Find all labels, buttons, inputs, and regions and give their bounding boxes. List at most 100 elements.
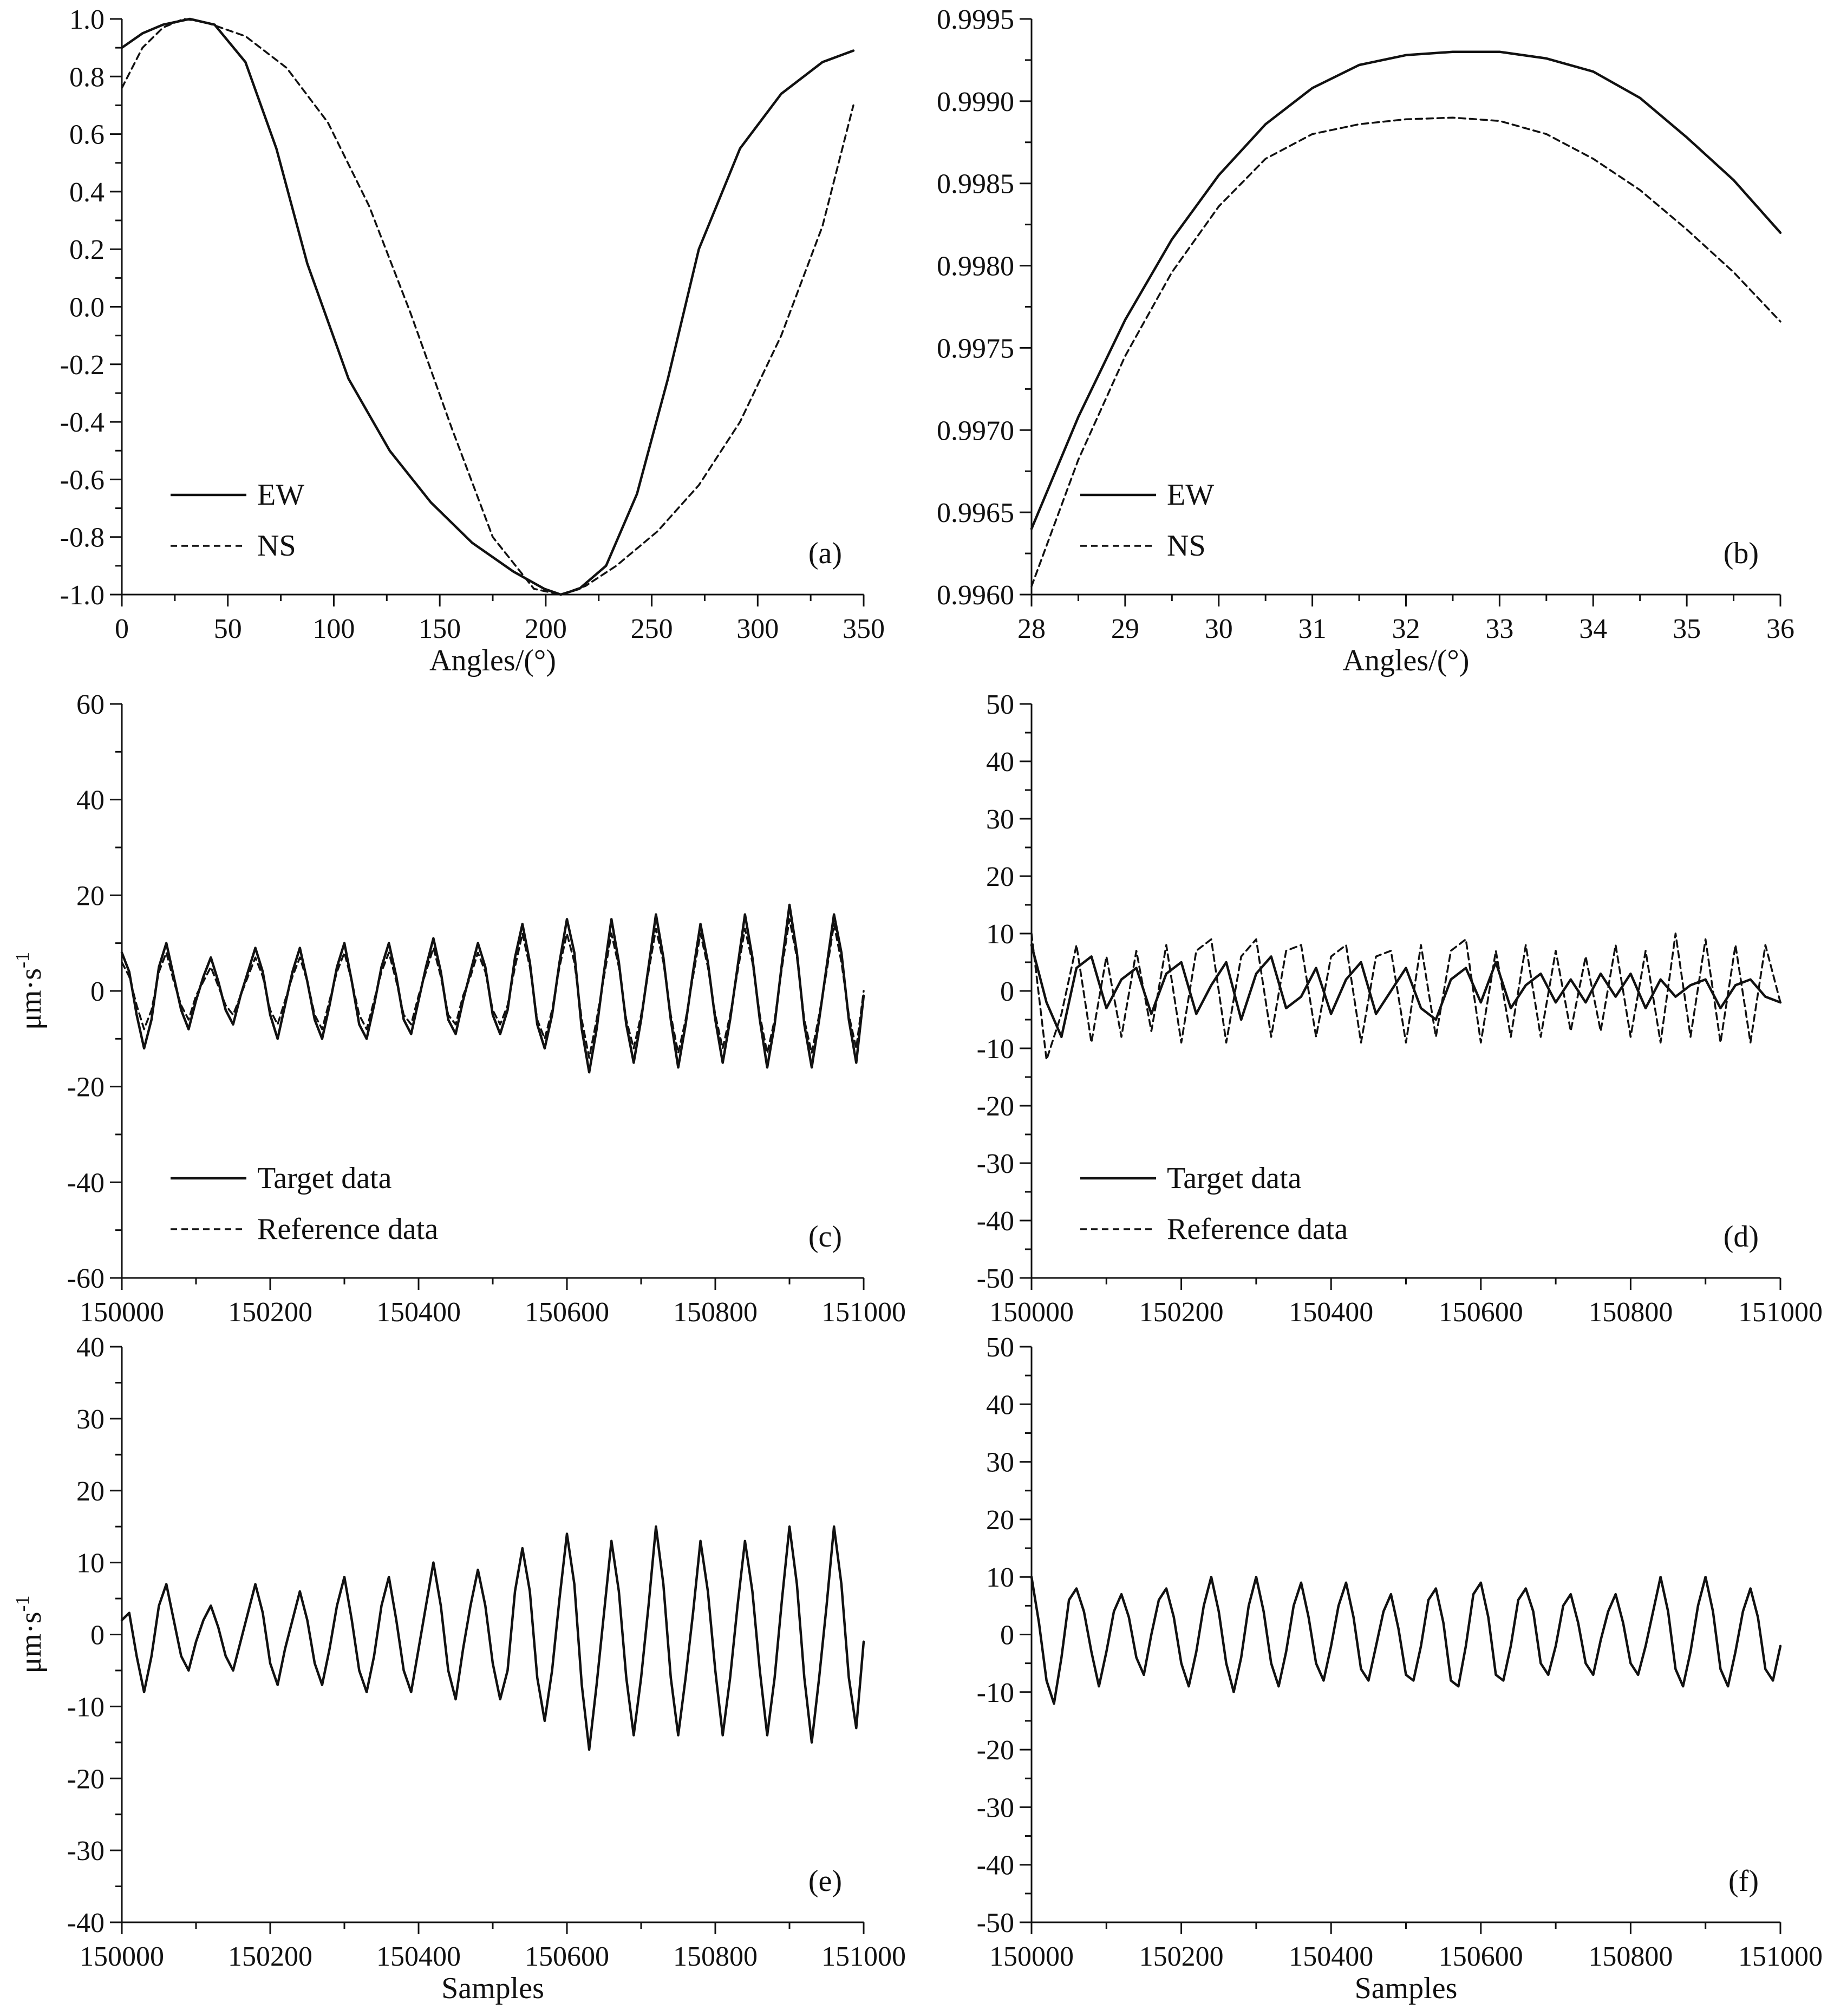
x-tick-label: 29 — [1111, 614, 1139, 644]
y-tick-label: 1.0 — [69, 4, 105, 35]
y-tick-label: 0.9990 — [937, 87, 1014, 118]
x-tick-label: 150400 — [1289, 1941, 1373, 1972]
x-tick-label: 150600 — [525, 1941, 609, 1972]
legend-label: NS — [257, 529, 296, 563]
x-tick-label: 200 — [525, 614, 567, 644]
y-tick-label: 0 — [1000, 1620, 1014, 1651]
panel-label: (a) — [808, 537, 842, 570]
y-tick-label: -40 — [977, 1850, 1014, 1881]
x-tick-label: 150 — [419, 614, 461, 644]
y-axis-title: μm·s-1 — [11, 1595, 48, 1673]
y-tick-label: 20 — [76, 1476, 105, 1507]
series-line-ew — [1030, 50, 1782, 530]
x-tick-label: 30 — [1205, 614, 1233, 644]
x-tick-label: 150000 — [989, 1297, 1074, 1328]
x-axis-title: Angles/(°) — [429, 644, 556, 677]
x-tick-label: 150800 — [673, 1941, 758, 1972]
y-tick-label: -0.6 — [60, 465, 105, 495]
y-tick-label: -40 — [67, 1908, 105, 1939]
x-tick-label: 150800 — [1588, 1297, 1673, 1328]
y-tick-label: -0.2 — [60, 350, 105, 381]
panel-label: (c) — [808, 1220, 842, 1254]
panel-label: (f) — [1728, 1864, 1759, 1898]
y-tick-label: 0 — [90, 976, 105, 1007]
series-line-filtered — [1030, 1575, 1782, 1705]
x-tick-label: 36 — [1766, 614, 1794, 644]
legend-label: EW — [257, 478, 304, 512]
legend-label: Target data — [1167, 1162, 1302, 1195]
x-tick-label: 151000 — [821, 1297, 906, 1328]
x-tick-label: 31 — [1298, 614, 1327, 644]
panel-a: 0 50 100 150 200 250 300 350 1.0 0.8 0.6 0.4 0.2 0.0 -… — [60, 4, 885, 677]
x-tick-label: 300 — [736, 614, 779, 644]
x-tick-label: 50 — [214, 614, 242, 644]
y-tick-label: -20 — [977, 1735, 1014, 1766]
x-tick-label: 150200 — [228, 1941, 312, 1972]
y-tick-label: 30 — [986, 1447, 1014, 1478]
series-line-ns — [121, 18, 854, 596]
x-tick-label: 150000 — [80, 1941, 164, 1972]
panel-d: 150000 150200 150400 150600 150800 151000 50 40… — [977, 689, 1823, 1328]
y-tick-label: -20 — [67, 1072, 105, 1103]
y-tick-label: 0.8 — [69, 62, 105, 93]
x-tick-label: 150600 — [1439, 1297, 1523, 1328]
x-tick-label: 35 — [1673, 614, 1701, 644]
panel-c: 150000 150200 150400 150600 150800 151000 60 40… — [11, 689, 906, 1328]
series-line-reference-data — [121, 918, 865, 1059]
x-tick-label: 151000 — [1738, 1297, 1823, 1328]
y-tick-label: 40 — [76, 785, 105, 816]
panel-b: 28 29 30 31 32 33 34 35 36 0.9995 0.9990 0.9985 0.99… — [937, 4, 1794, 677]
y-tick-label: -0.4 — [60, 407, 105, 438]
x-tick-label: 28 — [1017, 614, 1046, 644]
legend-label: Target data — [257, 1162, 392, 1195]
y-tick-label: -20 — [977, 1091, 1014, 1122]
x-tick-label: 150000 — [80, 1297, 164, 1328]
y-tick-label: -10 — [67, 1692, 105, 1723]
x-tick-label: 150200 — [1139, 1941, 1224, 1972]
y-tick-label: 0.9985 — [937, 169, 1014, 200]
x-tick-label: 151000 — [1738, 1941, 1823, 1972]
x-tick-label: 150000 — [989, 1941, 1074, 1972]
y-tick-label: -60 — [67, 1263, 105, 1294]
panel-f: 150000 150200 150400 150600 150800 151000 50 40… — [977, 1332, 1823, 2005]
y-tick-label: 0.4 — [69, 177, 105, 208]
legend-label: NS — [1167, 529, 1206, 563]
y-tick-label: -40 — [977, 1206, 1014, 1237]
series-line-ew — [120, 17, 855, 596]
x-tick-label: 150200 — [228, 1297, 312, 1328]
y-tick-label: -1.0 — [60, 580, 105, 611]
y-tick-label: -40 — [67, 1167, 105, 1198]
y-tick-label: -10 — [977, 1678, 1014, 1708]
panel-label: (e) — [808, 1864, 842, 1898]
series-line-reference-data — [1030, 932, 1781, 1061]
y-tick-label: 20 — [986, 1505, 1014, 1536]
x-tick-label: 150200 — [1139, 1297, 1224, 1328]
x-tick-label: 350 — [843, 614, 885, 644]
y-tick-label: 10 — [986, 1562, 1014, 1593]
y-tick-label: 40 — [76, 1332, 105, 1363]
panel-label: (b) — [1724, 537, 1759, 570]
y-tick-label: -30 — [977, 1792, 1014, 1823]
x-tick-label: 150600 — [1439, 1941, 1523, 1972]
series-line-target-data — [120, 903, 865, 1074]
y-tick-label: 0.9965 — [937, 498, 1014, 529]
x-axis-title: Samples — [1355, 1972, 1458, 2005]
y-axis-title: μm·s-1 — [11, 952, 48, 1030]
y-tick-label: 20 — [76, 880, 105, 911]
x-tick-label: 32 — [1392, 614, 1420, 644]
y-tick-label: 20 — [986, 862, 1014, 892]
y-tick-label: -50 — [977, 1263, 1014, 1294]
y-tick-label: 0.9995 — [937, 4, 1014, 35]
y-tick-label: 0.9970 — [937, 415, 1014, 446]
series-line-ns — [1030, 116, 1781, 588]
x-axis-title: Angles/(°) — [1343, 644, 1470, 677]
y-tick-label: 60 — [76, 689, 105, 720]
y-axis-title-superscript: -1 — [11, 1595, 33, 1612]
y-tick-label: 0.2 — [69, 234, 105, 265]
x-tick-label: 0 — [115, 614, 129, 644]
y-tick-label: -50 — [977, 1908, 1014, 1939]
y-tick-label: 0.6 — [69, 120, 105, 151]
legend-label: Reference data — [257, 1212, 438, 1246]
x-tick-label: 151000 — [821, 1941, 906, 1972]
x-axis-title: Samples — [441, 1972, 544, 2005]
